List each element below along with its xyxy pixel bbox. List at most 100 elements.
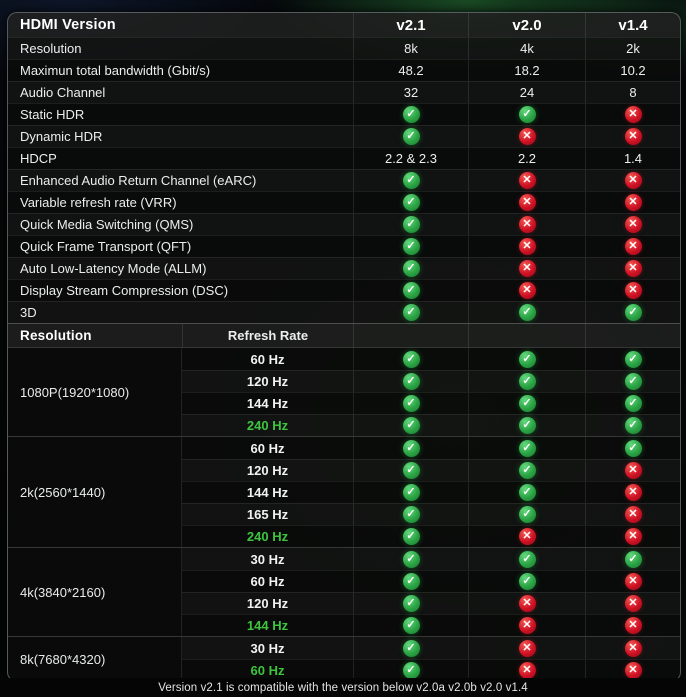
refresh-rate-label: 240 Hz — [246, 529, 289, 544]
cross-icon: ✕ — [518, 282, 536, 299]
refresh-rate-label: 240 Hz — [246, 418, 289, 433]
value-text: 10.2 — [620, 63, 646, 78]
cross-icon: ✕ — [624, 462, 642, 479]
refresh-rate-label: 144 Hz — [246, 396, 289, 411]
check-icon: ✓ — [518, 506, 536, 523]
refresh-value-cell: ✓ — [585, 348, 680, 370]
refresh-rate-row: 30 Hz ✓ ✓ ✓ — [182, 548, 680, 570]
cross-icon: ✕ — [624, 484, 642, 501]
cross-icon: ✕ — [624, 639, 642, 657]
feature-value-cell: 2.2 — [468, 148, 585, 169]
feature-label: Enhanced Audio Return Channel (eARC) — [20, 173, 257, 188]
version-column-header: v1.4 — [585, 13, 680, 37]
feature-row: Resolution 8k 4k 2k — [8, 37, 680, 59]
cross-icon: ✕ — [624, 506, 642, 523]
refresh-value-cell: ✓ — [468, 371, 585, 392]
cross-icon: ✕ — [518, 639, 536, 657]
resolution-group: 2k(2560*1440) 60 Hz ✓ ✓ ✓ 120 Hz ✓ ✓ ✕ 144 Hz ✓ ✓ ✕ 1… — [8, 436, 680, 547]
refresh-value-cell: ✓ — [353, 615, 468, 636]
check-icon: ✓ — [518, 550, 536, 568]
refresh-rate-label: 144 Hz — [246, 485, 289, 500]
check-icon: ✓ — [402, 506, 420, 523]
check-icon: ✓ — [402, 350, 420, 368]
check-icon: ✓ — [518, 350, 536, 368]
feature-row: Quick Frame Transport (QFT) ✓ ✕ ✕ — [8, 235, 680, 257]
refresh-rate-label: 60 Hz — [250, 351, 285, 367]
check-icon: ✓ — [402, 639, 420, 657]
resolution-group-label: 4k(3840*2160) — [8, 548, 182, 636]
refresh-value-cell: ✓ — [353, 593, 468, 614]
refresh-value-cell: ✓ — [353, 548, 468, 570]
refresh-value-cell: ✓ — [353, 660, 468, 681]
check-icon: ✓ — [402, 617, 420, 634]
refresh-value-cell: ✕ — [585, 482, 680, 503]
cross-icon: ✕ — [518, 216, 536, 233]
check-icon: ✓ — [402, 462, 420, 479]
check-icon: ✓ — [402, 282, 420, 299]
empty-header-cell — [353, 324, 468, 347]
feature-label: HDCP — [20, 151, 57, 166]
check-icon: ✓ — [518, 304, 536, 321]
feature-value-cell: 24 — [468, 82, 585, 103]
resolution-group: 4k(3840*2160) 30 Hz ✓ ✓ ✓ 60 Hz ✓ ✓ ✕ 120 Hz ✓ ✕ ✕ 14… — [8, 547, 680, 636]
feature-value-cell: 32 — [353, 82, 468, 103]
refresh-rate-row: 30 Hz ✓ ✕ ✕ — [182, 637, 680, 659]
feature-value-cell: ✕ — [585, 258, 680, 279]
feature-value-cell: ✓ — [353, 280, 468, 301]
refresh-rate-label: 60 Hz — [250, 574, 285, 589]
feature-value-cell: ✕ — [585, 104, 680, 125]
feature-value-cell: 8 — [585, 82, 680, 103]
feature-row: Variable refresh rate (VRR) ✓ ✕ ✕ — [8, 191, 680, 213]
feature-value-cell: 1.4 — [585, 148, 680, 169]
feature-value-cell: ✕ — [468, 280, 585, 301]
feature-value-cell: 48.2 — [353, 60, 468, 81]
cross-icon: ✕ — [624, 128, 642, 145]
refresh-value-cell: ✓ — [468, 415, 585, 436]
feature-value-cell: ✕ — [585, 126, 680, 147]
features-section: HDMI Version v2.1 v2.0 v1.4 Resolution 8k 4k 2k… — [8, 13, 680, 323]
refresh-rate-row: 60 Hz ✓ ✓ ✕ — [182, 570, 680, 592]
feature-value-cell: ✕ — [585, 170, 680, 191]
value-text: 2k — [626, 41, 640, 56]
cross-icon: ✕ — [624, 662, 642, 679]
refresh-rate-label: 120 Hz — [246, 463, 289, 478]
refresh-value-cell: ✓ — [468, 348, 585, 370]
check-icon: ✓ — [402, 304, 420, 321]
refresh-value-cell: ✓ — [353, 415, 468, 436]
refresh-rate-label: 165 Hz — [246, 507, 289, 522]
value-text: 8 — [629, 85, 637, 100]
refresh-rate-label: 144 Hz — [246, 618, 289, 633]
refresh-section-header-row: Resolution Refresh Rate — [8, 323, 680, 347]
check-icon: ✓ — [402, 216, 420, 233]
check-icon: ✓ — [402, 439, 420, 457]
cross-icon: ✕ — [624, 216, 642, 233]
check-icon: ✓ — [518, 106, 536, 123]
cross-icon: ✕ — [518, 260, 536, 277]
refresh-value-cell: ✕ — [585, 615, 680, 636]
resolution-group-rows: 60 Hz ✓ ✓ ✓ 120 Hz ✓ ✓ ✕ 144 Hz ✓ ✓ ✕ 165 Hz ✓ ✓ ✕ 240 H… — [182, 437, 680, 547]
refresh-value-cell: ✓ — [585, 437, 680, 459]
check-icon: ✓ — [402, 417, 420, 434]
check-icon: ✓ — [624, 550, 642, 568]
feature-value-cell: 2k — [585, 38, 680, 59]
feature-value-cell: ✕ — [468, 170, 585, 191]
refresh-rate-row: 144 Hz ✓ ✓ ✓ — [182, 392, 680, 414]
check-icon: ✓ — [518, 417, 536, 434]
check-icon: ✓ — [402, 260, 420, 277]
cross-icon: ✕ — [624, 282, 642, 299]
feature-label: Resolution — [20, 41, 82, 56]
refresh-rate-row: 120 Hz ✓ ✕ ✕ — [182, 592, 680, 614]
refresh-rate-row: 120 Hz ✓ ✓ ✓ — [182, 370, 680, 392]
check-icon: ✓ — [402, 662, 420, 679]
feature-value-cell: ✕ — [468, 192, 585, 213]
feature-label: Dynamic HDR — [20, 129, 103, 144]
feature-label: Audio Channel — [20, 85, 106, 100]
check-icon: ✓ — [518, 395, 536, 412]
refresh-value-cell: ✓ — [468, 548, 585, 570]
check-icon: ✓ — [518, 373, 536, 390]
check-icon: ✓ — [402, 395, 420, 412]
cross-icon: ✕ — [518, 617, 536, 634]
refresh-rate-label: 120 Hz — [246, 596, 289, 611]
feature-value-cell: ✕ — [468, 258, 585, 279]
feature-value-cell: ✕ — [585, 192, 680, 213]
